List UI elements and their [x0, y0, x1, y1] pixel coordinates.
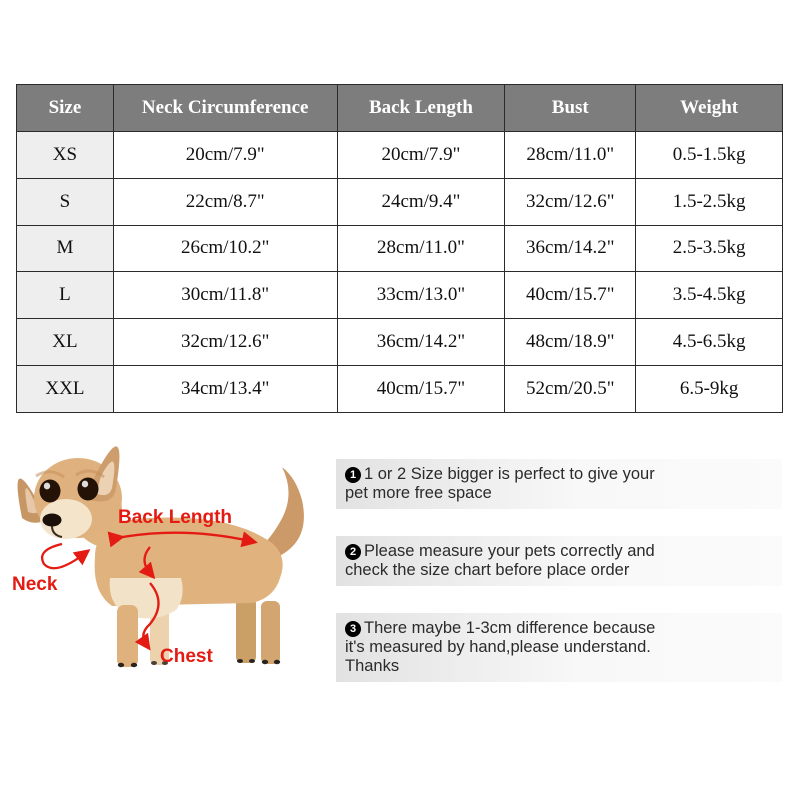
svg-text:Back Length: Back Length	[118, 507, 232, 528]
svg-text:Neck: Neck	[12, 574, 58, 595]
svg-text:Chest: Chest	[160, 646, 213, 667]
